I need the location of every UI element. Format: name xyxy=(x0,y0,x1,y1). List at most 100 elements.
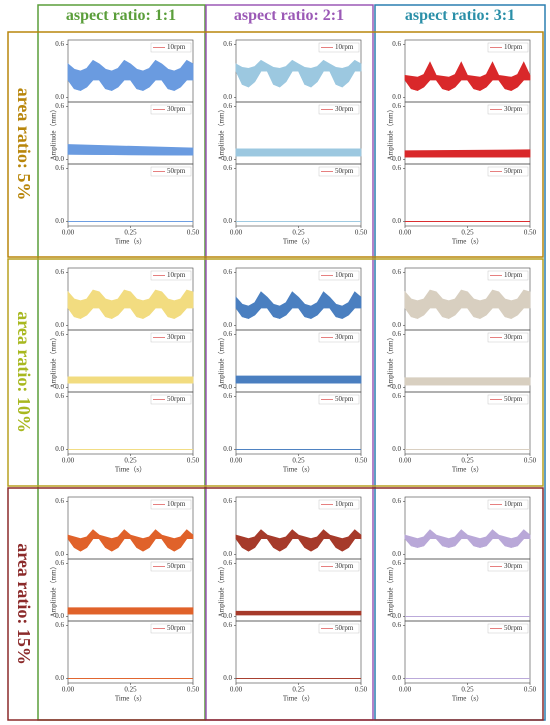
legend-box xyxy=(487,394,529,405)
legend-box xyxy=(487,166,529,177)
y-tick-label: 0.0 xyxy=(392,612,401,620)
legend-box xyxy=(487,332,529,343)
y-axis-label: Amplitude（mm） xyxy=(218,334,226,389)
y-tick-label: 0.6 xyxy=(55,40,64,48)
y-axis-label: Amplitude（mm） xyxy=(387,334,395,389)
x-axis-label: Time（s） xyxy=(452,695,483,703)
y-tick-label: 0.0 xyxy=(223,674,232,682)
y-tick-label: 0.6 xyxy=(55,102,64,110)
legend-box xyxy=(487,623,529,634)
x-tick-label: 0.25 xyxy=(461,457,474,465)
column-header: aspect ratio: 1:1 xyxy=(66,7,176,24)
legend-label: 50rpm xyxy=(504,624,523,632)
y-tick-label: 0.6 xyxy=(55,268,64,276)
y-tick-label: 0.0 xyxy=(55,612,64,620)
x-tick-label: 0.25 xyxy=(461,686,474,694)
signal-area xyxy=(67,144,194,156)
legend-label: 50rpm xyxy=(335,624,354,632)
y-tick-label: 0.0 xyxy=(392,321,401,329)
row-frame xyxy=(7,487,544,721)
x-tick-label: 0.00 xyxy=(62,686,75,694)
row-frame xyxy=(7,258,544,487)
signal-lower xyxy=(67,307,193,319)
signal-lower xyxy=(404,79,530,91)
x-tick-label: 0.25 xyxy=(292,686,305,694)
y-tick-label: 0.6 xyxy=(223,497,232,505)
y-axis-label: Amplitude（mm） xyxy=(50,563,58,618)
legend-label: 10rpm xyxy=(335,43,354,51)
legend-label: 10rpm xyxy=(504,271,523,279)
legend-label: 10rpm xyxy=(167,271,186,279)
legend-box xyxy=(318,332,360,343)
signal-lower xyxy=(235,70,361,88)
signal-lower xyxy=(67,153,194,156)
x-tick-label: 0.00 xyxy=(399,686,412,694)
legend-box xyxy=(318,499,360,510)
x-tick-label: 0.00 xyxy=(62,229,75,237)
x-tick-label: 0.25 xyxy=(124,457,137,465)
x-tick-label: 0.00 xyxy=(230,686,243,694)
signal-area xyxy=(67,59,194,91)
y-tick-label: 0.0 xyxy=(55,445,64,453)
y-tick-label: 0.0 xyxy=(55,93,64,101)
legend-label: 30rpm xyxy=(504,105,523,113)
legend-box xyxy=(487,42,529,53)
x-tick-label: 0.50 xyxy=(355,229,368,237)
legend-box xyxy=(318,42,360,53)
legend-label: 30rpm xyxy=(504,333,523,341)
legend-box xyxy=(318,561,360,572)
legend-box xyxy=(150,561,192,572)
y-tick-label: 0.0 xyxy=(223,383,232,391)
signal-lower xyxy=(67,538,193,552)
y-tick-label: 0.6 xyxy=(55,164,64,172)
legend-box xyxy=(150,394,192,405)
y-tick-label: 0.0 xyxy=(392,445,401,453)
x-axis-label: Time（s） xyxy=(452,466,483,474)
legend-label: 50rpm xyxy=(167,624,186,632)
x-tick-label: 0.50 xyxy=(355,686,368,694)
x-tick-label: 0.00 xyxy=(230,457,243,465)
legend-box xyxy=(487,499,529,510)
legend-box xyxy=(150,42,192,53)
y-tick-label: 0.0 xyxy=(223,612,232,620)
signal-area xyxy=(404,289,531,319)
legend-label: 10rpm xyxy=(335,271,354,279)
legend-label: 30rpm xyxy=(335,333,354,341)
legend-box xyxy=(487,270,529,281)
x-axis-label: Time（s） xyxy=(283,238,314,246)
y-tick-label: 0.0 xyxy=(392,550,401,558)
legend-label: 30rpm xyxy=(335,105,354,113)
legend-box xyxy=(487,561,529,572)
signal-area xyxy=(404,377,531,386)
x-tick-label: 0.50 xyxy=(355,457,368,465)
legend-label: 50rpm xyxy=(504,167,523,175)
x-tick-label: 0.25 xyxy=(124,229,137,237)
signal-area xyxy=(404,149,531,158)
y-tick-label: 0.6 xyxy=(392,497,401,505)
legend-label: 30rpm xyxy=(167,105,186,113)
y-tick-label: 0.6 xyxy=(223,392,232,400)
y-tick-label: 0.6 xyxy=(223,102,232,110)
x-axis-label: Time（s） xyxy=(115,238,146,246)
row-label: area ratio: 5% xyxy=(14,88,34,201)
legend-box xyxy=(318,623,360,634)
x-tick-label: 0.50 xyxy=(187,229,200,237)
y-tick-label: 0.6 xyxy=(392,102,401,110)
y-axis-label: Amplitude（mm） xyxy=(50,334,58,389)
x-tick-label: 0.50 xyxy=(187,457,200,465)
row-frame xyxy=(7,31,544,258)
y-tick-label: 0.6 xyxy=(392,268,401,276)
y-tick-label: 0.0 xyxy=(223,321,232,329)
y-tick-label: 0.6 xyxy=(392,40,401,48)
legend-box xyxy=(318,104,360,115)
y-tick-label: 0.6 xyxy=(55,392,64,400)
signal-lower xyxy=(404,307,530,319)
x-tick-label: 0.25 xyxy=(292,229,305,237)
signal-area xyxy=(67,607,194,615)
signal-area xyxy=(235,610,362,616)
y-tick-label: 0.6 xyxy=(392,621,401,629)
y-tick-label: 0.0 xyxy=(55,550,64,558)
y-tick-label: 0.6 xyxy=(223,559,232,567)
x-axis-label: Time（s） xyxy=(115,695,146,703)
signal-lower xyxy=(67,79,193,91)
